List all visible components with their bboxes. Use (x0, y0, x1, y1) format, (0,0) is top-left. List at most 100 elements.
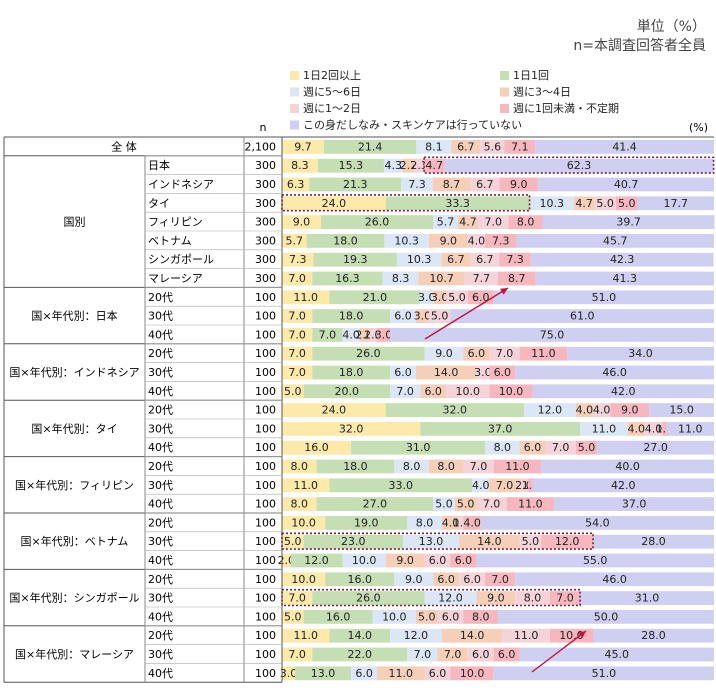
bar-segment (463, 459, 494, 474)
segment-label: 6.7 (476, 178, 494, 191)
segment-label: 34.0 (628, 347, 653, 360)
segment-label: 11.0 (505, 460, 530, 473)
bar-segment (282, 271, 313, 286)
bar-segment (303, 534, 403, 549)
bar-segment (476, 497, 507, 511)
segment-label: 6.0 (472, 291, 490, 304)
segment-label: 5.0 (284, 610, 302, 623)
segment-label: 6.0 (472, 648, 490, 661)
segment-label: 5.0 (618, 197, 636, 210)
row-label: マレーシア (148, 272, 203, 285)
segment-label: 14.0 (434, 366, 459, 379)
row-label: 40代 (148, 498, 173, 511)
row-label: 30代 (148, 535, 173, 548)
row-n: 100 (255, 328, 276, 341)
bar-segment (294, 666, 352, 681)
bar-segment (662, 422, 667, 436)
segment-label: 20.0 (335, 385, 360, 398)
segment-label: 8.0 (494, 441, 512, 454)
bar-segment (476, 553, 714, 568)
bar-segment (433, 215, 458, 229)
segment-label: 19.0 (354, 516, 379, 529)
n-header: n (260, 121, 267, 134)
segment-label: 8.0 (437, 460, 455, 473)
bar-segment (385, 553, 425, 568)
bar-segment (610, 403, 650, 417)
bar-segment (390, 365, 416, 380)
segment-label: 19.3 (343, 253, 368, 266)
bar-segment (312, 309, 390, 323)
row-n: 100 (255, 535, 276, 548)
bar-segment (433, 497, 455, 511)
segment-label: 12.0 (438, 592, 463, 605)
segment-label: 7.3 (408, 178, 426, 191)
segment-label: 4.0 (442, 516, 460, 529)
bar-segment (593, 628, 714, 643)
row-label: 20代 (148, 291, 173, 304)
bar-segment (528, 478, 533, 493)
row-n: 100 (255, 667, 276, 680)
bar-segment (282, 628, 330, 643)
bar-segment (594, 196, 616, 211)
segment-label: 5.0 (457, 498, 475, 511)
bar-segment (401, 177, 433, 192)
segment-label: 6.0 (429, 554, 447, 567)
segment-label: 7.0 (414, 648, 432, 661)
bar-segment (463, 346, 490, 361)
segment-label: 12.0 (555, 535, 580, 548)
segment-label: 33.0 (389, 479, 414, 492)
row-n: 300 (255, 253, 276, 266)
segment-label: 11.0 (514, 629, 539, 642)
segment-label: 10.3 (407, 253, 432, 266)
segment-label: 22.0 (348, 648, 373, 661)
row-label: 30代 (148, 592, 173, 605)
segment-label: 7.7 (473, 272, 491, 285)
bar-segment (282, 572, 326, 587)
unit-note: 単位（%） n=本調査回答者全員 (573, 18, 706, 56)
segment-label: 28.0 (641, 535, 666, 548)
segment-label: 41.3 (613, 272, 638, 285)
row-n: 100 (255, 385, 276, 398)
bar-segment (312, 271, 383, 286)
group-label: 国×年代別：ベトナム (21, 534, 129, 548)
segment-label: 8.0 (517, 216, 535, 229)
bar-segment (515, 365, 714, 380)
bar-segment (424, 346, 464, 361)
legend-label: 週に5～6日 (303, 86, 361, 99)
bar-segment (433, 572, 460, 587)
row-label: 40代 (148, 554, 173, 567)
segment-label: 21.0 (363, 291, 388, 304)
bar-segment (437, 647, 468, 662)
trend-arrow-head (578, 631, 586, 639)
row-n: 100 (255, 610, 276, 623)
row-label: 20代 (148, 404, 173, 417)
bar-segment (390, 328, 714, 342)
row-n: 300 (255, 159, 276, 172)
segment-label: 6.7 (457, 140, 475, 153)
segment-label: 5.7 (437, 216, 455, 229)
row-label: 30代 (148, 479, 173, 492)
bar-segment (282, 534, 304, 549)
row-n: 300 (255, 216, 276, 229)
row-n: 100 (255, 629, 276, 642)
bar-segment (402, 158, 415, 173)
base-label: n=本調査回答者全員 (573, 38, 706, 54)
legend-swatch (500, 87, 509, 97)
trend-arrow (531, 630, 587, 673)
bar-segment (532, 478, 714, 493)
segment-label: 14.0 (477, 535, 502, 548)
bar-segment (420, 384, 447, 399)
row-label: 30代 (148, 366, 173, 379)
segment-label: 8.3 (392, 272, 410, 285)
segment-label: 17.7 (664, 197, 689, 210)
group-label: 国×年代別：マレーシア (15, 647, 134, 661)
bar-segment (385, 196, 530, 211)
bar-segment (580, 422, 628, 436)
bar-segment (407, 516, 442, 530)
bar-segment (535, 271, 714, 286)
segment-label: 7.3 (289, 253, 307, 266)
group-label: 国×年代別：タイ (31, 421, 117, 435)
segment-label: 8.1 (425, 140, 443, 153)
segment-label: 8.0 (472, 610, 490, 623)
row-n: 300 (255, 197, 276, 210)
